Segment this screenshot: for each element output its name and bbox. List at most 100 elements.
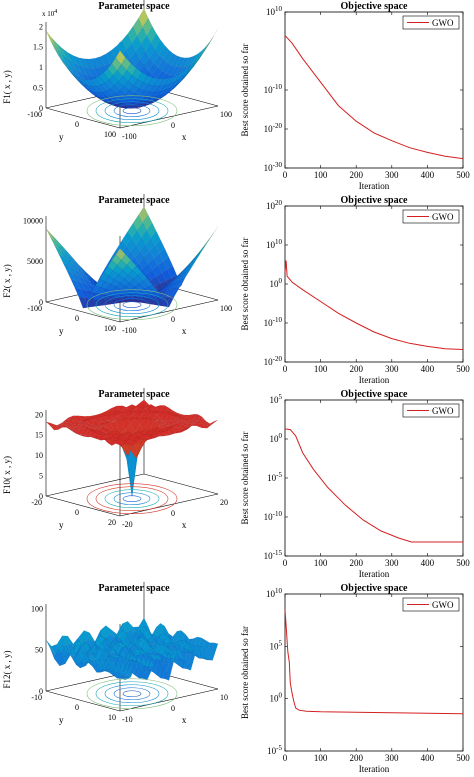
x-tick-label: 200 (349, 558, 363, 568)
x-tick-label: 0 (171, 315, 175, 324)
x-tick-label: 0 (171, 704, 175, 713)
convergence-plot-f1: Objective space 1010 10-10 10-20 10-300 100 20… (240, 1, 470, 191)
surface-patch (142, 214, 153, 231)
contour-line (86, 289, 178, 321)
x-axis-label: x (182, 132, 187, 142)
y-tick-label: 100 (104, 130, 116, 139)
chart-title: Parameter space (98, 195, 170, 206)
surface-patch (195, 46, 206, 61)
y-tick-label: 10-10 (264, 83, 283, 95)
y-axis-label: y (59, 326, 64, 336)
surface-patch (208, 28, 219, 46)
x-tick-label: 100 (314, 170, 328, 180)
x-tick-label: -10 (122, 715, 133, 724)
box-edge (45, 690, 121, 712)
legend-label: GWO (432, 212, 454, 222)
x-tick-label: 100 (314, 364, 328, 374)
z-tick-label: 0.5 (33, 84, 43, 93)
y-tick-label: 10-5 (267, 471, 282, 483)
z-tick-label: 100 (31, 604, 43, 613)
box-edge (119, 493, 219, 517)
y-axis-label: Best score obtained so far (240, 432, 250, 525)
y-tick-label: 0 (75, 703, 79, 712)
x-tick-label: 100 (220, 110, 232, 119)
contour-line (95, 486, 169, 512)
x-tick-label: 400 (421, 364, 435, 374)
surface-patch (146, 25, 157, 44)
legend-label: GWO (432, 18, 454, 28)
contour-line (104, 101, 160, 121)
y-tick-label: -100 (27, 110, 42, 119)
surface-mesh (45, 399, 219, 497)
surface-patch (187, 414, 198, 421)
z-tick-label: 0 (39, 104, 43, 113)
x-axis-label: x (182, 326, 187, 336)
box-edge (143, 473, 219, 495)
chart-title: Objective space (341, 389, 408, 400)
contour-line (122, 690, 142, 698)
surface-patch (150, 230, 161, 246)
surface-patch (146, 404, 157, 409)
x-tick-label: 0 (171, 509, 175, 518)
y-tick-label: 10-10 (264, 316, 283, 328)
chart-title: Parameter space (98, 583, 170, 594)
contour-line (86, 95, 178, 127)
contour-line (122, 107, 142, 115)
surface-patch (150, 33, 161, 50)
series-line-gwo (284, 609, 464, 715)
contour-line (113, 687, 151, 701)
contour-line (95, 292, 169, 318)
surface-patch (208, 226, 219, 241)
x-tick-label: 0 (283, 558, 288, 568)
z-axis-label: F2( x , y) (2, 264, 12, 298)
y-tick-label: 10-15 (264, 549, 283, 561)
row-f2: Parameter space 0 5000 10000 -100 0 100 -100 0 10… (0, 194, 474, 388)
surface-patch (196, 416, 206, 422)
y-axis-label: y (59, 520, 64, 530)
chart-title: Objective space (341, 195, 408, 206)
y-tick-label: 0 (75, 314, 79, 323)
legend-box (402, 403, 460, 418)
x-axis-label: Iteration (359, 569, 390, 579)
plot-area (284, 399, 464, 557)
surface-patch (187, 53, 198, 67)
surface-patch (170, 412, 182, 416)
chart-title: Objective space (341, 583, 408, 594)
x-tick-label: 200 (349, 170, 363, 180)
x-tick-label: 0 (283, 753, 288, 763)
contour-line (95, 681, 169, 707)
surface-patch (138, 8, 149, 28)
x-tick-label: -20 (122, 520, 133, 529)
contour-line (113, 298, 151, 312)
x-tick-label: 300 (385, 558, 399, 568)
contour-line (104, 295, 160, 315)
x-axis-label: x (182, 715, 187, 725)
floor-contours (86, 678, 178, 710)
y-axis-label: Best score obtained so far (240, 44, 250, 137)
z-tick-label: 10000 (23, 216, 43, 225)
contour-line (86, 483, 178, 515)
surface-patch (208, 419, 219, 427)
x-tick-label: 200 (349, 364, 363, 374)
x-tick-label: 0 (171, 121, 175, 130)
z-tick-label: 5000 (27, 257, 43, 266)
chart-title: Parameter space (98, 389, 170, 400)
y-tick-label: 20 (108, 518, 116, 527)
contour-line (122, 301, 142, 309)
series-line-gwo (284, 428, 463, 543)
surface-patch (142, 17, 153, 36)
y-axis-label: Best score obtained so far (240, 238, 250, 331)
box-edge (119, 105, 219, 129)
y-tick-label: -20 (31, 498, 42, 507)
box-edge (45, 495, 121, 517)
y-axis-label: Best score obtained so far (240, 626, 250, 719)
x-axis-label: Iteration (359, 764, 390, 774)
box-edge (45, 107, 121, 129)
z-axis-label: F1( x , y) (2, 70, 12, 104)
contour-line (104, 684, 160, 704)
legend-label: GWO (432, 600, 454, 610)
chart-title: Objective space (341, 1, 408, 12)
